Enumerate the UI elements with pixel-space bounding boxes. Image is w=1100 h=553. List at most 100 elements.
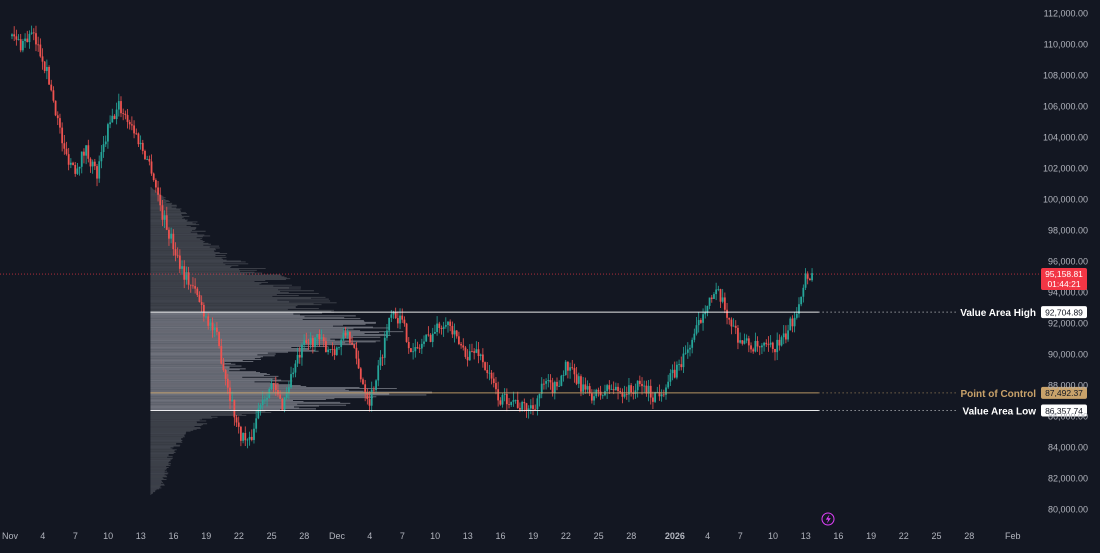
candle-body (741, 340, 744, 344)
volume-profile (150, 187, 433, 495)
y-tick-label: 80,000.00 (1048, 505, 1088, 515)
candle-body (630, 385, 633, 393)
candle-body (619, 391, 622, 393)
candle-body (67, 154, 70, 165)
candle-body (205, 316, 207, 318)
candle-body (80, 151, 83, 167)
candle-body (569, 367, 571, 371)
candle-body (510, 401, 513, 405)
candle-body (654, 391, 656, 402)
candle-body (17, 39, 20, 40)
candle-body (588, 386, 591, 394)
candle-body (782, 333, 785, 338)
candle-body (309, 338, 312, 344)
candle-body (564, 361, 567, 376)
candle-body (235, 417, 238, 423)
candle-body (329, 349, 332, 350)
candle-body (311, 338, 314, 347)
candle-body (181, 266, 183, 269)
candle-body (684, 352, 687, 354)
candle-body (244, 432, 247, 441)
x-tick-label: 19 (201, 531, 211, 541)
candle-body (425, 334, 428, 342)
candle-body (665, 387, 667, 395)
candle-body (11, 34, 13, 37)
candle-body (161, 205, 164, 220)
candle-body (401, 315, 404, 320)
candle-body (170, 233, 173, 239)
candle-body (490, 372, 493, 379)
candle-body (514, 399, 517, 401)
candle-body (405, 323, 408, 342)
candle-body (475, 349, 478, 353)
candle-body (172, 233, 175, 250)
candle-body (226, 378, 229, 388)
candle-body (43, 61, 46, 71)
candle-body (388, 317, 391, 331)
candle-body (462, 345, 465, 348)
candle-body (776, 339, 779, 353)
candle-body (778, 339, 781, 346)
price-axis[interactable]: 112,000.00 110,000.00 108,000.00 106,000.00… (1043, 9, 1088, 515)
candle-body (22, 41, 24, 51)
candle-body (41, 56, 44, 62)
candle-body (761, 345, 763, 348)
x-tick-label: 28 (626, 531, 636, 541)
candle-body (586, 386, 589, 390)
candle-body (357, 358, 360, 369)
candle-body (26, 38, 29, 43)
val-price-tag (1041, 404, 1087, 417)
candle-body (623, 394, 626, 397)
candle-body (577, 376, 580, 384)
candle-body (538, 393, 541, 399)
candle-body (65, 148, 68, 155)
candle-body (148, 159, 151, 162)
x-tick-label: 10 (768, 531, 778, 541)
candle-body (399, 315, 401, 324)
candle-body (499, 400, 502, 405)
candle-body (726, 309, 728, 318)
candle-body (575, 374, 578, 384)
candle-body (737, 327, 739, 343)
time-axis[interactable]: Nov 4 7 10 13 16 19 22 25 28 Dec 4 7 10 13 16 19 22 25 28 20… (2, 531, 1021, 541)
lightning-icon[interactable] (821, 512, 835, 526)
candle-body (556, 381, 558, 387)
candle-body (372, 389, 375, 391)
candle-body (78, 166, 81, 169)
candle-body (617, 386, 619, 392)
candle-body (194, 286, 197, 289)
candle-body (728, 317, 731, 320)
candle-body (248, 436, 251, 440)
candle-body (647, 385, 650, 394)
candle-body (141, 142, 144, 151)
candle-body (263, 399, 266, 401)
candle-body (89, 158, 92, 167)
val-name-label: Value Area Low (962, 406, 1036, 417)
candle-body (414, 347, 417, 352)
candle-body (107, 124, 109, 142)
candle-body (370, 389, 373, 406)
candle-body (702, 314, 704, 323)
candle-body (207, 316, 210, 326)
candle-body (30, 32, 33, 34)
candle-body (355, 347, 358, 359)
x-tick-label: 22 (234, 531, 244, 541)
candle-body (307, 342, 310, 344)
candle-body (434, 331, 436, 334)
candle-body (133, 125, 135, 134)
candle-body (383, 337, 386, 358)
candle-body (322, 337, 325, 342)
candle-body (806, 273, 809, 279)
candle-body (590, 393, 593, 401)
candle-body (706, 305, 709, 313)
candle-body (91, 161, 94, 167)
candle-body (593, 396, 595, 401)
candle-body (368, 399, 371, 406)
candle-body (349, 331, 351, 343)
candles (11, 25, 813, 449)
candle-body (745, 338, 748, 341)
candle-body (747, 338, 750, 346)
candle-body (126, 115, 129, 122)
